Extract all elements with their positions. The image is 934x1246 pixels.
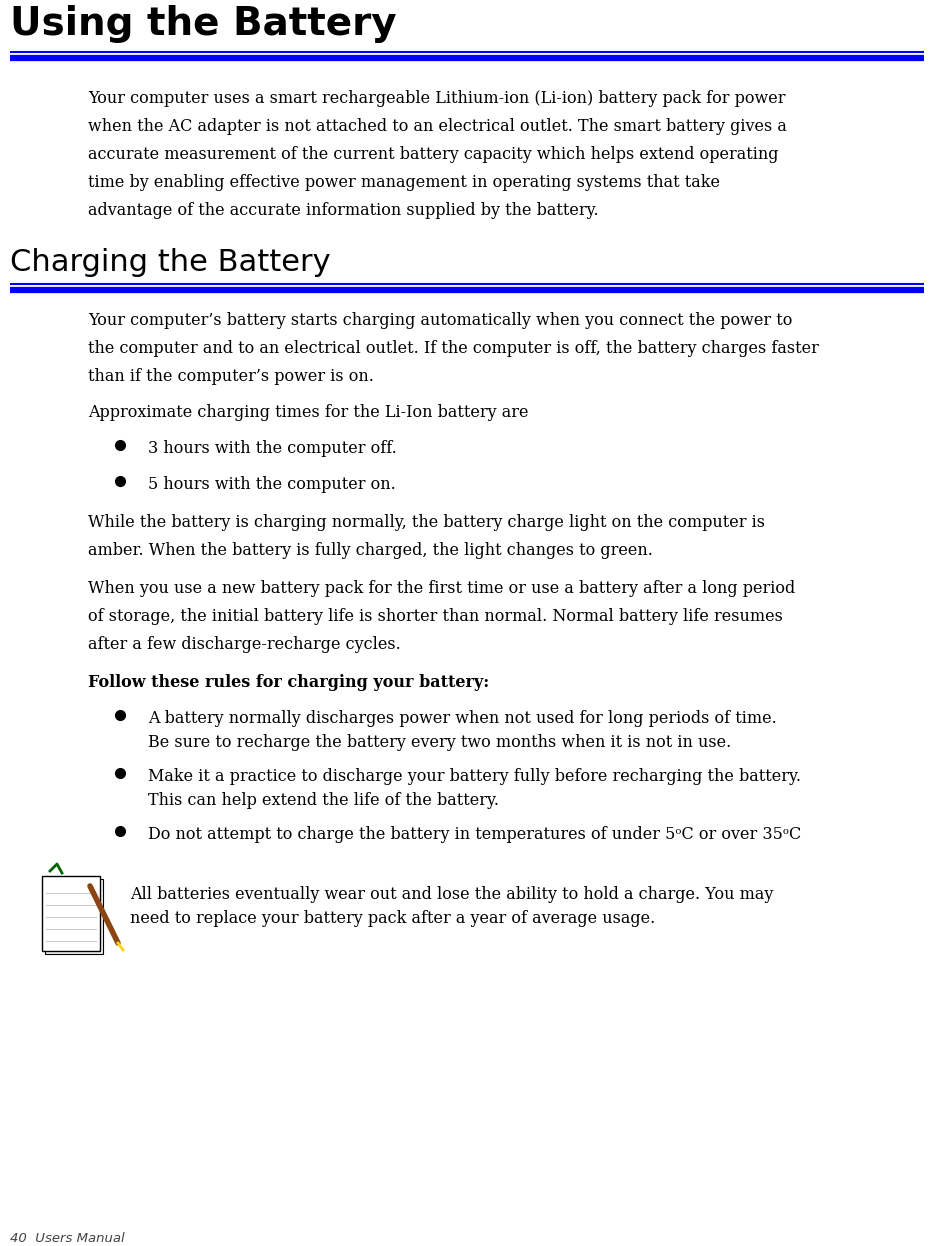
Bar bbox=[45, 878, 103, 954]
Text: when the AC adapter is not attached to an electrical outlet. The smart battery g: when the AC adapter is not attached to a… bbox=[88, 118, 786, 135]
Text: Do not attempt to charge the battery in temperatures of under 5ᵒC or over 35ᵒC: Do not attempt to charge the battery in … bbox=[148, 826, 801, 844]
Text: time by enabling effective power management in operating systems that take: time by enabling effective power managem… bbox=[88, 174, 720, 191]
Text: of storage, the initial battery life is shorter than normal. Normal battery life: of storage, the initial battery life is … bbox=[88, 608, 783, 625]
Text: Your computer uses a smart rechargeable Lithium-ion (Li-ion) battery pack for po: Your computer uses a smart rechargeable … bbox=[88, 90, 785, 107]
Text: Follow these rules for charging your battery:: Follow these rules for charging your bat… bbox=[88, 674, 489, 692]
Text: When you use a new battery pack for the first time or use a battery after a long: When you use a new battery pack for the … bbox=[88, 579, 795, 597]
Bar bbox=[42, 876, 100, 951]
Text: amber. When the battery is fully charged, the light changes to green.: amber. When the battery is fully charged… bbox=[88, 542, 653, 559]
Text: after a few discharge-recharge cycles.: after a few discharge-recharge cycles. bbox=[88, 635, 401, 653]
Text: Your computer’s battery starts charging automatically when you connect the power: Your computer’s battery starts charging … bbox=[88, 312, 792, 329]
Text: A battery normally discharges power when not used for long periods of time.: A battery normally discharges power when… bbox=[148, 710, 777, 726]
Text: All batteries eventually wear out and lose the ability to hold a charge. You may: All batteries eventually wear out and lo… bbox=[130, 886, 773, 903]
Text: accurate measurement of the current battery capacity which helps extend operatin: accurate measurement of the current batt… bbox=[88, 146, 779, 163]
Text: Charging the Battery: Charging the Battery bbox=[10, 248, 331, 277]
Text: 3 hours with the computer off.: 3 hours with the computer off. bbox=[148, 440, 397, 457]
Text: While the battery is charging normally, the battery charge light on the computer: While the battery is charging normally, … bbox=[88, 515, 765, 531]
Text: Using the Battery: Using the Battery bbox=[10, 5, 397, 44]
Text: than if the computer’s power is on.: than if the computer’s power is on. bbox=[88, 368, 374, 385]
Text: the computer and to an electrical outlet. If the computer is off, the battery ch: the computer and to an electrical outlet… bbox=[88, 340, 819, 358]
Text: advantage of the accurate information supplied by the battery.: advantage of the accurate information su… bbox=[88, 202, 599, 219]
Text: Approximate charging times for the Li-Ion battery are: Approximate charging times for the Li-Io… bbox=[88, 404, 529, 421]
Text: 5 hours with the computer on.: 5 hours with the computer on. bbox=[148, 476, 396, 493]
Text: need to replace your battery pack after a year of average usage.: need to replace your battery pack after … bbox=[130, 910, 656, 927]
Text: 40  Users Manual: 40 Users Manual bbox=[10, 1232, 124, 1245]
Text: Make it a practice to discharge your battery fully before recharging the battery: Make it a practice to discharge your bat… bbox=[148, 768, 801, 785]
Text: Be sure to recharge the battery every two months when it is not in use.: Be sure to recharge the battery every tw… bbox=[148, 734, 731, 751]
Text: This can help extend the life of the battery.: This can help extend the life of the bat… bbox=[148, 792, 499, 809]
